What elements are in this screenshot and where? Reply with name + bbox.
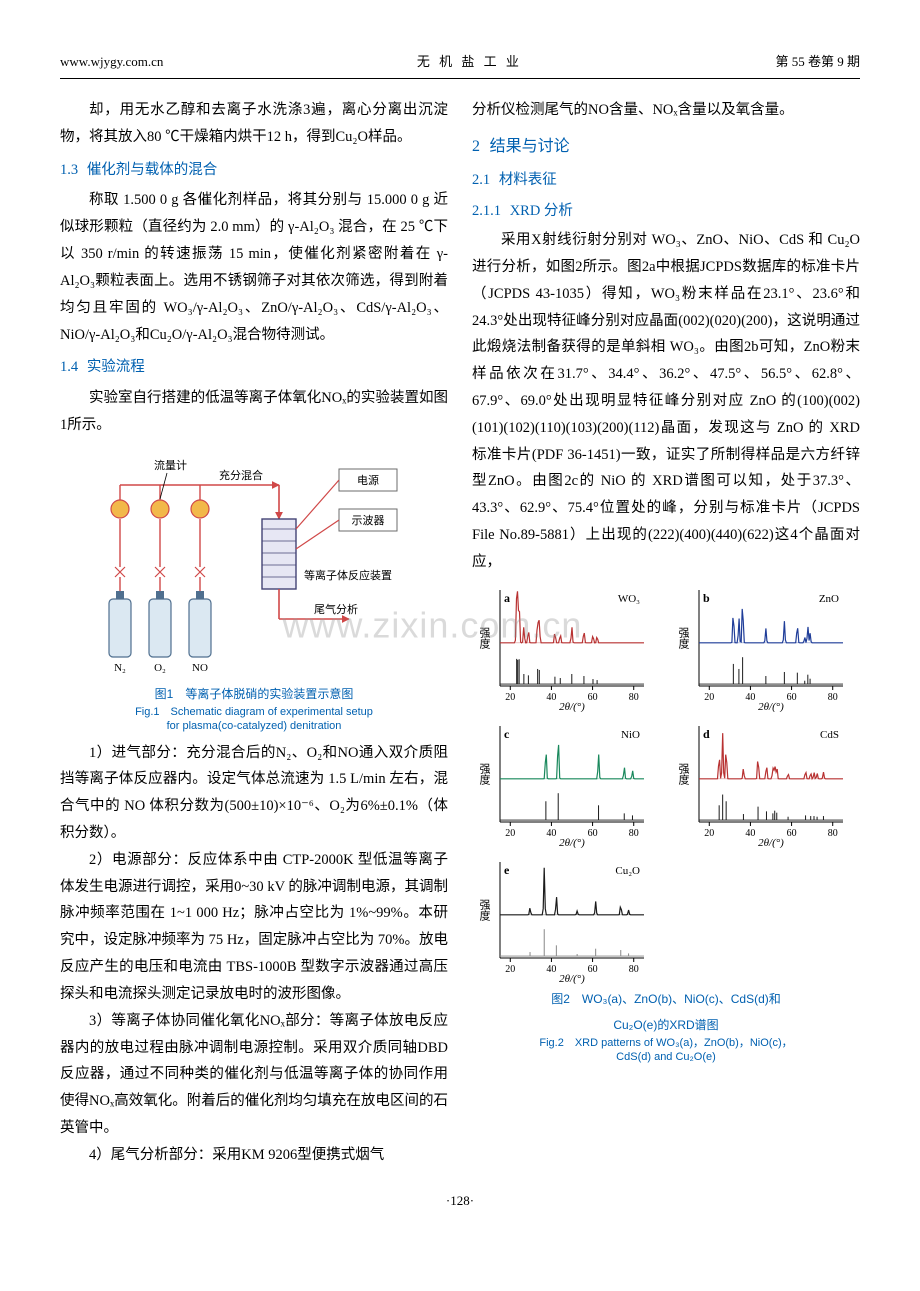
section-2-1-1-title: 2.1.1XRD 分析 xyxy=(472,198,860,225)
svg-text:60: 60 xyxy=(787,828,797,839)
svg-text:2θ/(°): 2θ/(°) xyxy=(559,837,585,848)
right-column: 分析仪检测尾气的NO含量、NOₓ含量以及氧含量。 2结果与讨论 2.1材料表征 … xyxy=(472,97,860,1169)
svg-text:2θ/(°): 2θ/(°) xyxy=(559,701,585,712)
fig1-caption-en-1: Fig.1 Schematic diagram of experimental … xyxy=(89,705,419,719)
svg-text:40: 40 xyxy=(546,828,556,839)
para-bullet-3: 3）等离子体协同催化氧化NOₓ部分：等离子体放电反应器内的放电过程由脉冲调制电源… xyxy=(60,1008,448,1142)
left-column: 却，用无水乙醇和去离子水洗涤3遍，离心分离出沉淀物，将其放入80 ℃干燥箱内烘干… xyxy=(60,97,448,1169)
svg-text:Cu₂O: Cu₂O xyxy=(615,865,640,877)
fig2-caption-cn-2: Cu₂O(e)的XRD谱图 xyxy=(472,1014,860,1036)
svg-text:20: 20 xyxy=(704,828,714,839)
svg-text:40: 40 xyxy=(546,964,556,975)
svg-text:CdS: CdS xyxy=(820,729,839,741)
svg-text:80: 80 xyxy=(828,692,838,703)
svg-text:强度: 强度 xyxy=(677,763,690,786)
svg-text:60: 60 xyxy=(787,692,797,703)
svg-text:60: 60 xyxy=(588,828,598,839)
svg-text:a: a xyxy=(504,591,510,605)
svg-text:d: d xyxy=(703,727,710,741)
svg-text:ZnO: ZnO xyxy=(819,593,839,605)
svg-text:40: 40 xyxy=(745,828,755,839)
svg-text:强度: 强度 xyxy=(478,763,491,786)
xrd-panel-b: 20 40 60 80 2θ/(°) 强度 b ZnO xyxy=(671,582,851,712)
svg-text:强度: 强度 xyxy=(677,627,690,650)
fig1-caption-en-2: for plasma(co-catalyzed) denitration xyxy=(89,719,419,733)
svg-text:2θ/(°): 2θ/(°) xyxy=(758,701,784,712)
para-1-4: 实验室自行搭建的低温等离子体氧化NOₓ的实验装置如图1所示。 xyxy=(60,385,448,439)
page-number: ·128· xyxy=(60,1189,860,1213)
svg-text:b: b xyxy=(703,591,710,605)
svg-text:2θ/(°): 2θ/(°) xyxy=(559,973,585,984)
svg-text:80: 80 xyxy=(828,828,838,839)
svg-text:尾气分析: 尾气分析 xyxy=(314,602,358,616)
svg-text:等离子体反应装置: 等离子体反应装置 xyxy=(304,568,392,582)
svg-text:2θ/(°): 2θ/(°) xyxy=(758,837,784,848)
svg-text:N₂: N₂ xyxy=(114,662,126,674)
svg-text:40: 40 xyxy=(745,692,755,703)
para-intro-cont: 却，用无水乙醇和去离子水洗涤3遍，离心分离出沉淀物，将其放入80 ℃干燥箱内烘干… xyxy=(60,97,448,151)
svg-text:80: 80 xyxy=(629,964,639,975)
svg-text:20: 20 xyxy=(505,692,515,703)
svg-text:20: 20 xyxy=(505,964,515,975)
para-bullet-4: 4）尾气分析部分：采用KM 9206型便携式烟气 xyxy=(60,1142,448,1169)
fig1-caption-cn: 图1 等离子体脱硝的实验装置示意图 xyxy=(89,683,419,705)
svg-text:80: 80 xyxy=(629,692,639,703)
xrd-panel-e: 20 40 60 80 2θ/(°) 强度 e Cu₂O xyxy=(472,854,652,984)
para-bullet-2: 2）电源部分：反应体系中由 CTP-2000K 型低温等离子体发生电源进行调控，… xyxy=(60,847,448,1008)
svg-text:80: 80 xyxy=(629,828,639,839)
section-2-title: 2结果与讨论 xyxy=(472,132,860,162)
svg-text:NiO: NiO xyxy=(621,729,640,741)
para-right-top: 分析仪检测尾气的NO含量、NOₓ含量以及氧含量。 xyxy=(472,97,860,124)
para-bullet-1: 1）进气部分：充分混合后的N₂、O₂和NO通入双介质阻挡等离子体反应器内。设定气… xyxy=(60,740,448,847)
section-1-4-title: 1.4实验流程 xyxy=(60,354,448,381)
xrd-panel-a: 20 40 60 80 2θ/(°) 强度 a WO₃ xyxy=(472,582,652,712)
header-left: www.wjygy.com.cn xyxy=(60,50,163,74)
svg-text:流量计: 流量计 xyxy=(154,458,187,472)
section-1-3-title: 1.3催化剂与载体的混合 xyxy=(60,157,448,184)
fig2-caption-en-1: Fig.2 XRD patterns of WO₃(a)，ZnO(b)，NiO(… xyxy=(472,1036,860,1050)
svg-text:60: 60 xyxy=(588,692,598,703)
svg-text:20: 20 xyxy=(505,828,515,839)
svg-text:c: c xyxy=(504,727,510,741)
svg-text:e: e xyxy=(504,863,510,877)
figure-2: 20 40 60 80 2θ/(°) 强度 a WO₃ 20 40 60 80 2θ/(°) 强度 b ZnO… xyxy=(472,582,860,984)
svg-text:示波器: 示波器 xyxy=(352,514,385,527)
xrd-panel-d: 20 40 60 80 2θ/(°) 强度 d CdS xyxy=(671,718,851,848)
para-2-1-1: 采用X射线衍射分别对 WO₃、ZnO、NiO、CdS 和 Cu₂O进行分析，如图… xyxy=(472,227,860,576)
figure-1: N₂ O₂ NO 流量计充分混合等离子体反应装置 电源示波器尾气分析 图1 等离子体脱硝… xyxy=(89,449,419,734)
fig1-svg: N₂ O₂ NO 流量计充分混合等离子体反应装置 电源示波器尾气分析 xyxy=(89,449,419,679)
svg-text:NO: NO xyxy=(192,662,208,674)
svg-text:电源: 电源 xyxy=(357,473,379,487)
header-center: 无 机 盐 工 业 xyxy=(417,50,522,74)
header-right: 第 55 卷第 9 期 xyxy=(775,50,860,74)
svg-text:20: 20 xyxy=(704,692,714,703)
svg-text:充分混合: 充分混合 xyxy=(219,468,263,482)
xrd-panel-c: 20 40 60 80 2θ/(°) 强度 c NiO xyxy=(472,718,652,848)
svg-text:60: 60 xyxy=(588,964,598,975)
para-1-3: 称取 1.500 0 g 各催化剂样品，将其分别与 15.000 0 g 近似球… xyxy=(60,187,448,348)
section-2-1-title: 2.1材料表征 xyxy=(472,167,860,194)
svg-text:40: 40 xyxy=(546,692,556,703)
svg-text:O₂: O₂ xyxy=(154,662,166,674)
page-header: www.wjygy.com.cn 无 机 盐 工 业 第 55 卷第 9 期 xyxy=(60,50,860,79)
svg-text:WO₃: WO₃ xyxy=(618,593,640,605)
fig2-caption-en-2: CdS(d) and Cu₂O(e) xyxy=(472,1050,860,1064)
fig2-caption-cn-1: 图2 WO₃(a)、ZnO(b)、NiO(c)、CdS(d)和 xyxy=(472,988,860,1010)
svg-text:强度: 强度 xyxy=(478,899,491,922)
svg-text:强度: 强度 xyxy=(478,627,491,650)
